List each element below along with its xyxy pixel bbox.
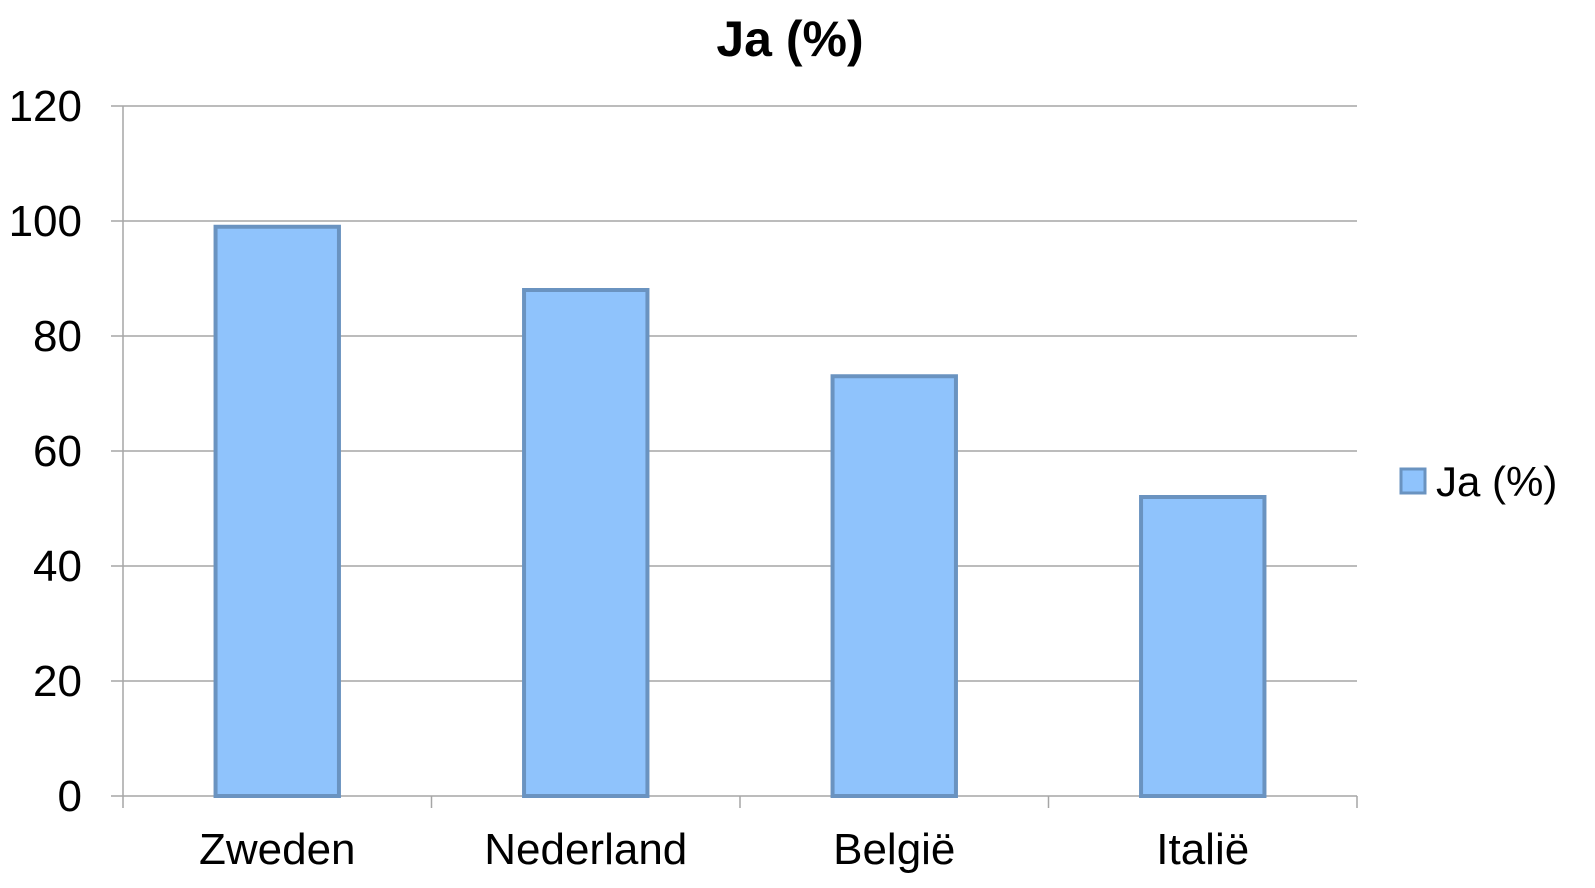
y-tick-label: 120 — [9, 82, 82, 131]
chart-title: Ja (%) — [716, 11, 863, 67]
y-tick-label: 60 — [33, 427, 82, 476]
x-tick-labels: Zweden Nederland België Italië — [199, 825, 1249, 874]
legend-swatch — [1399, 467, 1427, 495]
y-tick-label: 80 — [33, 312, 82, 361]
x-tick-label: Italië — [1156, 825, 1249, 874]
bar-3 — [830, 374, 958, 798]
y-tick-label: 100 — [9, 197, 82, 246]
bar-4 — [1139, 495, 1267, 798]
legend: Ja (%) — [1399, 458, 1557, 505]
bar-2 — [522, 288, 650, 798]
x-tick-label: Nederland — [484, 825, 687, 874]
y-tick-label: 0 — [58, 772, 82, 821]
x-tick-label: België — [833, 825, 955, 874]
y-tick-label: 20 — [33, 657, 82, 706]
y-tick-label: 40 — [33, 542, 82, 591]
bar-1 — [213, 224, 341, 798]
x-tick-label: Zweden — [199, 825, 356, 874]
legend-label: Ja (%) — [1436, 458, 1557, 505]
bars — [213, 224, 1267, 798]
y-tick-labels: 0 20 40 60 80 100 120 — [9, 82, 82, 821]
